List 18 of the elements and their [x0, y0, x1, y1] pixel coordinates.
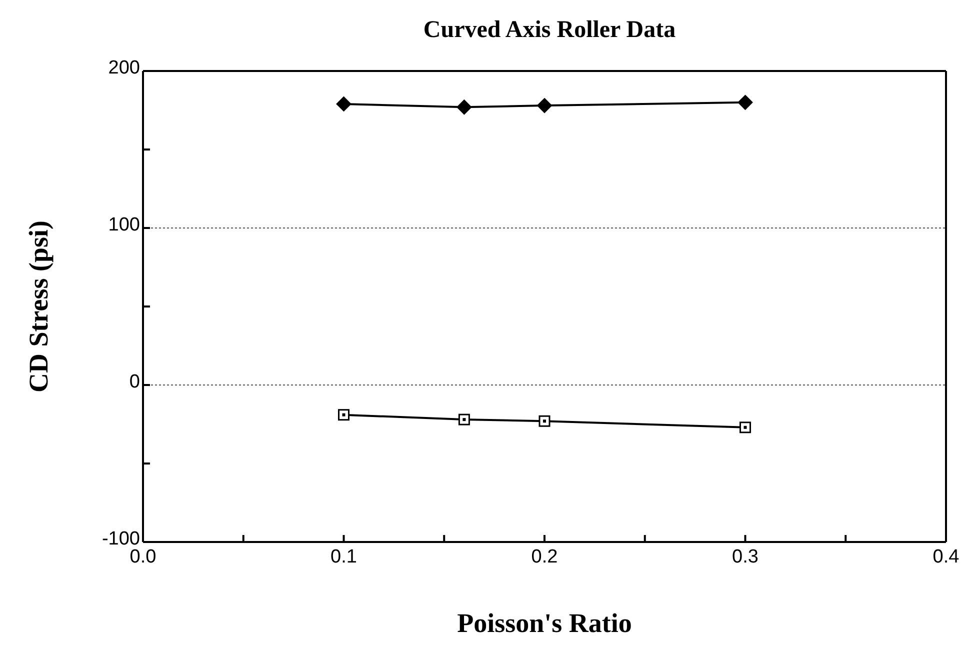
x-tick-label: 0.1	[330, 546, 357, 568]
x-tick-label: 0.3	[732, 546, 758, 568]
point	[338, 409, 350, 421]
point	[537, 98, 552, 114]
point	[336, 96, 352, 112]
point	[738, 94, 753, 110]
y-tick-label: 100	[108, 214, 140, 236]
y-tick-label: 200	[108, 58, 140, 79]
chart-title: Curved Axis Roller Data	[422, 16, 677, 45]
x-axis-title: Poisson's Ratio	[457, 608, 632, 638]
point	[538, 415, 550, 427]
point	[458, 414, 470, 426]
point	[456, 100, 472, 115]
y-axis-title: CD Stress (psi)	[24, 220, 54, 393]
y-tick-label: 0	[129, 372, 140, 393]
x-tick-label: 0.4	[932, 546, 960, 568]
x-tick-label: 0.2	[531, 546, 558, 568]
point	[740, 422, 751, 434]
